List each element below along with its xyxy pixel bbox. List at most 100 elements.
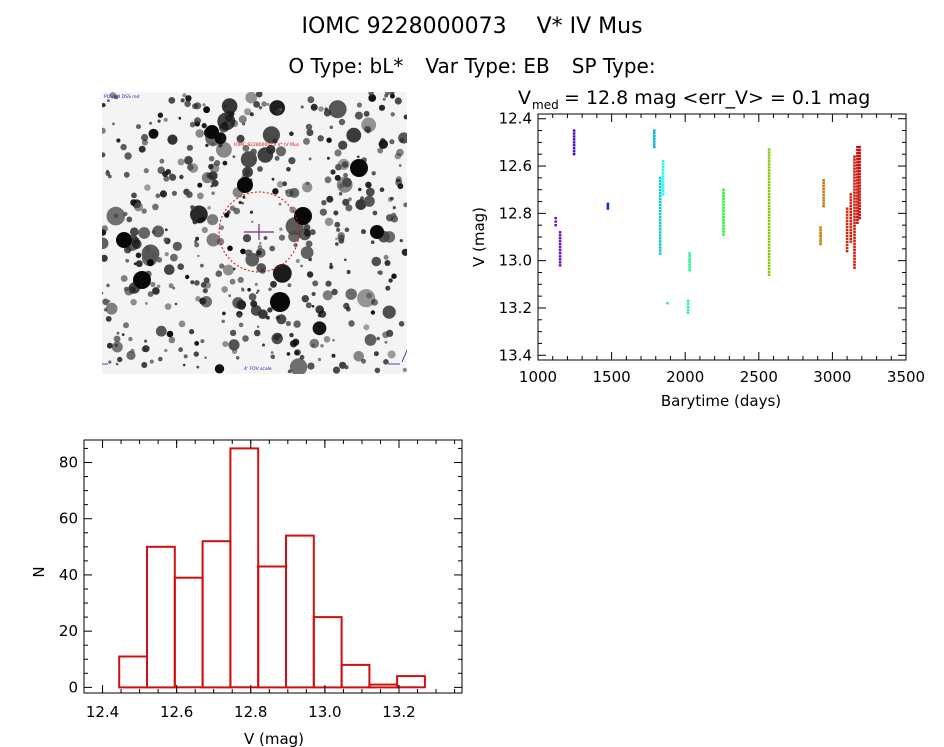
star (343, 302, 350, 310)
light-curve-point (767, 157, 771, 160)
bright-star (350, 159, 368, 177)
star (322, 290, 333, 301)
star (335, 237, 338, 241)
star (310, 103, 318, 111)
star (377, 147, 384, 154)
star (345, 204, 353, 212)
light-curve-point (767, 216, 771, 220)
star (201, 226, 208, 234)
light-curve-point (853, 257, 856, 260)
star (215, 270, 223, 277)
light-curve-point (853, 173, 856, 176)
light-curve-point (858, 157, 861, 161)
star (126, 216, 133, 223)
light-curve-point (856, 191, 859, 194)
star (255, 291, 259, 294)
light-curve-point (819, 226, 822, 229)
star (148, 128, 159, 139)
light-curve-point (853, 200, 856, 203)
star (368, 94, 377, 102)
star (102, 103, 106, 108)
star (325, 280, 332, 287)
star (306, 271, 314, 278)
light-curve-point (653, 134, 656, 138)
star (357, 289, 376, 308)
star (144, 184, 151, 191)
light-curve-point (722, 194, 725, 197)
star (346, 269, 351, 275)
star (364, 125, 372, 133)
light-curve-point (767, 166, 771, 169)
thumbnail-label-scale: 4' FOV scale (244, 366, 272, 372)
star (126, 350, 136, 360)
star (300, 264, 303, 268)
histogram-bar (285, 534, 315, 689)
star (159, 158, 165, 164)
light-curve-point (558, 234, 562, 237)
light-curve-point (853, 242, 856, 245)
light-curve-point (767, 208, 771, 211)
light-curve-point (767, 187, 771, 190)
light-curve-point (606, 202, 610, 206)
star (321, 200, 327, 206)
star (370, 240, 375, 244)
light-curve-point (688, 266, 691, 269)
star (279, 107, 283, 111)
light-curve-point (853, 239, 856, 242)
star (342, 198, 350, 206)
star (324, 217, 334, 226)
star (221, 98, 238, 114)
light-curve-point (767, 172, 771, 175)
y-tick-label: 12.6 (499, 157, 532, 175)
star (241, 288, 245, 292)
star (382, 305, 396, 319)
star (248, 293, 257, 301)
star (185, 95, 192, 102)
star (289, 358, 308, 374)
light-curve-point (658, 179, 662, 183)
star (131, 239, 142, 250)
star (383, 359, 389, 365)
star (344, 365, 349, 370)
star (300, 246, 314, 259)
star (117, 356, 123, 363)
light-curve-point (853, 230, 856, 233)
star (155, 325, 167, 337)
star (164, 264, 175, 275)
histogram-x-label: V (mag) (244, 730, 304, 747)
light-curve-point (653, 137, 656, 140)
star (358, 187, 362, 192)
light-curve-point (722, 227, 725, 230)
light-curve-point (853, 212, 856, 215)
light-curve-point (853, 227, 856, 230)
star (253, 101, 260, 108)
star (233, 267, 236, 271)
star (401, 248, 407, 256)
object-type: O Type: bL* (288, 54, 404, 78)
light-curve-point (767, 163, 771, 166)
light-curve-point (845, 210, 849, 213)
star (102, 291, 104, 295)
light-curve-point (558, 231, 562, 234)
star (363, 195, 375, 207)
light-curve-point (767, 178, 771, 181)
star (348, 197, 352, 202)
light-curve-point (558, 243, 562, 246)
star (107, 99, 110, 102)
y-tick-label: 60 (59, 510, 78, 528)
light-curve-x-axis: 1000 1500 2000 2500 3000 3500 (519, 114, 925, 386)
light-curve-point (722, 224, 725, 227)
histogram-plot-frame (83, 439, 463, 694)
light-curve-points (554, 129, 861, 314)
star (376, 336, 381, 341)
star (158, 356, 163, 362)
light-curve-point (853, 155, 856, 158)
star (329, 262, 333, 266)
star (299, 354, 305, 360)
light-curve-point (856, 197, 859, 200)
star (302, 182, 313, 193)
star (147, 291, 154, 297)
star (318, 310, 327, 318)
light-curve-point (845, 234, 849, 238)
light-curve-point (767, 264, 771, 268)
